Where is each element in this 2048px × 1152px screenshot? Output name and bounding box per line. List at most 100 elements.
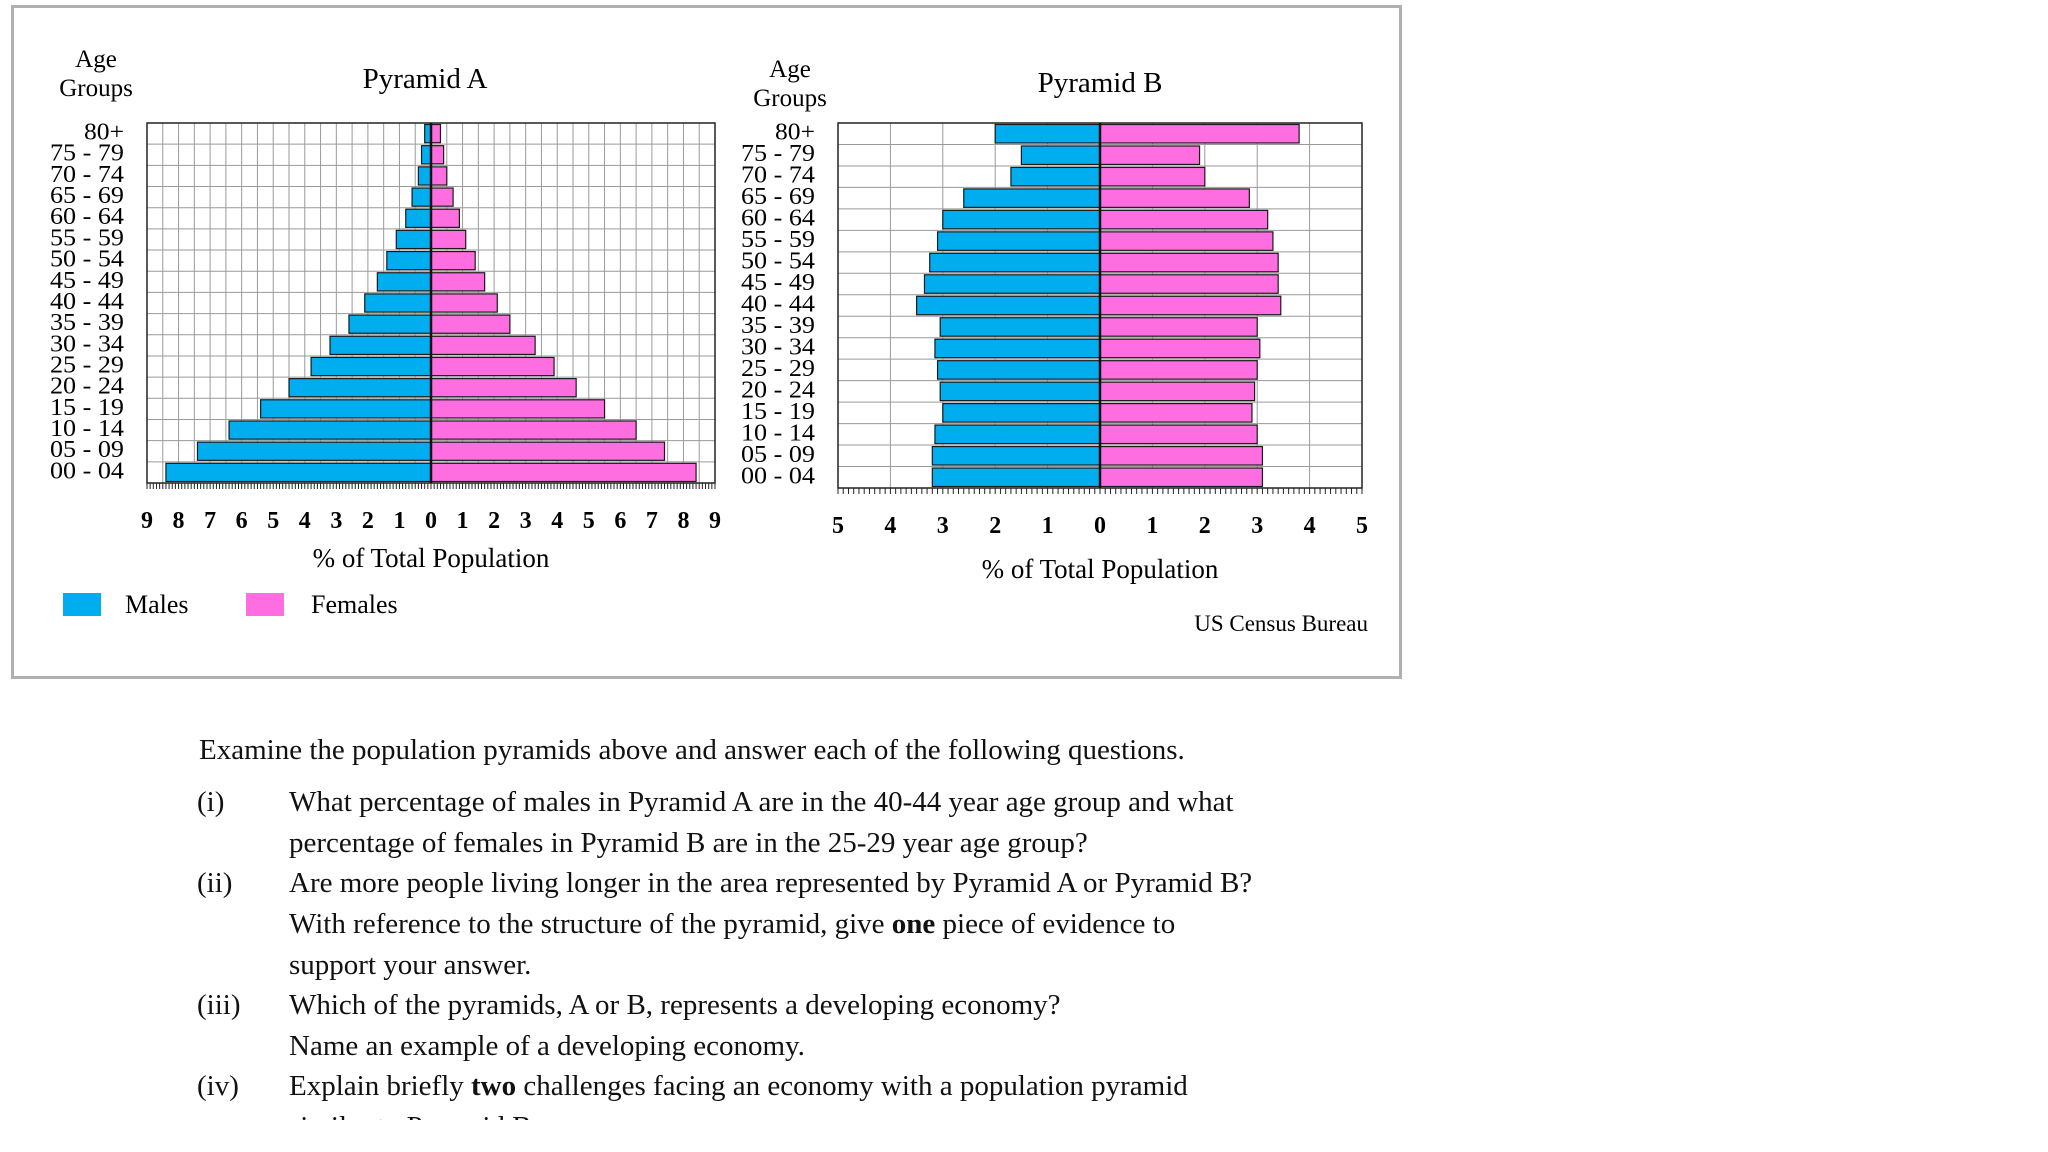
- bar-females: [430, 335, 536, 356]
- bar-females: [430, 208, 460, 228]
- category-label: 00 - 04: [741, 463, 815, 489]
- x-tick-label: 5: [832, 513, 844, 539]
- category-label: 10 - 14: [741, 420, 815, 446]
- bar-females: [430, 462, 697, 483]
- x-tick-label: 2: [989, 513, 1001, 539]
- bar-females: [1099, 274, 1279, 294]
- x-tick-label: 6: [614, 508, 626, 534]
- bar-males: [1010, 166, 1101, 187]
- category-label: 05 - 09: [741, 442, 815, 468]
- x-tick-label: 3: [937, 513, 949, 539]
- bar-females: [1099, 209, 1269, 230]
- x-tick-label: 9: [141, 508, 153, 534]
- category-label: 75 - 79: [741, 141, 815, 167]
- category-label: 45 - 49: [741, 270, 815, 296]
- category-label: 30 - 34: [50, 331, 124, 357]
- x-tick-label: 3: [330, 508, 342, 534]
- bar-males: [942, 209, 1101, 230]
- category-label: 60 - 64: [50, 204, 124, 230]
- x-axis-label: % of Total Population: [313, 543, 550, 573]
- x-tick-label: 5: [583, 508, 595, 534]
- category-label: 15 - 19: [50, 395, 124, 421]
- bar-males: [348, 314, 432, 334]
- y-axis-label: Age: [75, 46, 117, 73]
- bar-males: [228, 420, 432, 440]
- bar-females: [430, 166, 448, 186]
- legend-males-swatch: [63, 593, 101, 616]
- x-tick-label: 2: [1199, 513, 1211, 539]
- question-number: (iv): [197, 1070, 239, 1102]
- legend-females-swatch: [246, 593, 284, 616]
- bar-females: [1099, 445, 1264, 466]
- x-tick-label: 8: [677, 508, 689, 534]
- x-tick-label: 7: [646, 508, 658, 534]
- bar-females: [430, 378, 577, 398]
- bar-females: [1099, 338, 1261, 359]
- x-tick-label: 7: [204, 508, 216, 534]
- bar-females: [1099, 403, 1253, 423]
- category-label: 65 - 69: [50, 183, 124, 209]
- question-number: (i): [197, 786, 225, 818]
- x-tick-label: 3: [520, 508, 532, 534]
- x-tick-label: 0: [1094, 513, 1106, 539]
- category-label: 50 - 54: [741, 249, 815, 275]
- question-text-line: Are more people living longer in the are…: [289, 867, 1253, 899]
- bar-females: [430, 399, 606, 419]
- category-label: 25 - 29: [741, 356, 815, 382]
- x-tick-label: 1: [393, 508, 405, 534]
- bar-males: [386, 250, 432, 271]
- question-text-line: Which of the pyramids, A or B, represent…: [289, 989, 1061, 1021]
- category-label: 70 - 74: [741, 163, 815, 189]
- bar-females: [430, 293, 498, 313]
- bar-males: [936, 231, 1101, 251]
- bar-females: [430, 441, 666, 461]
- category-label: 65 - 69: [741, 184, 815, 210]
- bar-males: [196, 441, 432, 461]
- bar-males: [929, 252, 1101, 273]
- x-tick-label: 4: [1304, 513, 1316, 539]
- x-tick-label: 4: [299, 508, 311, 534]
- x-tick-label: 2: [488, 508, 500, 534]
- x-axis-label: % of Total Population: [982, 554, 1219, 584]
- question-text-line: What percentage of males in Pyramid A ar…: [289, 786, 1234, 818]
- category-label: 40 - 44: [741, 292, 815, 318]
- chart-title: Pyramid A: [363, 63, 488, 95]
- category-label: 30 - 34: [741, 334, 815, 360]
- bar-females: [1099, 360, 1258, 380]
- x-tick-label: 0: [425, 508, 437, 534]
- bar-females: [1099, 166, 1206, 187]
- question-text-line: percentage of females in Pyramid B are i…: [289, 827, 1088, 859]
- category-label: 50 - 54: [50, 247, 124, 273]
- bar-males: [420, 145, 432, 165]
- bar-females: [1099, 295, 1282, 316]
- bar-females: [1099, 381, 1256, 402]
- bar-females: [1099, 145, 1201, 166]
- category-label: 05 - 09: [50, 437, 124, 463]
- y-axis-label: Groups: [753, 85, 827, 112]
- category-label: 80+: [775, 120, 815, 146]
- bar-males: [936, 360, 1101, 380]
- bar-females: [430, 187, 454, 207]
- bar-females: [430, 145, 445, 165]
- bar-males: [939, 317, 1101, 337]
- bar-females: [1099, 188, 1250, 208]
- bar-males: [934, 338, 1101, 359]
- category-label: 40 - 44: [50, 289, 124, 315]
- legend-females-label: Females: [311, 590, 398, 619]
- question-number: (ii): [197, 867, 233, 899]
- question-number: (iii): [197, 989, 241, 1021]
- bar-males: [994, 123, 1101, 144]
- category-label: 80+: [84, 120, 124, 146]
- x-tick-label: 1: [1146, 513, 1158, 539]
- bar-females: [430, 356, 555, 377]
- x-tick-label: 8: [173, 508, 185, 534]
- bar-females: [1099, 231, 1274, 251]
- bar-females: [430, 123, 442, 144]
- y-axis-label: Groups: [59, 75, 133, 102]
- question-text-line: Explain briefly two challenges facing an…: [289, 1070, 1188, 1102]
- bar-females: [1099, 424, 1258, 445]
- bar-males: [915, 295, 1101, 316]
- x-tick-label: 1: [457, 508, 469, 534]
- bar-females: [430, 229, 467, 250]
